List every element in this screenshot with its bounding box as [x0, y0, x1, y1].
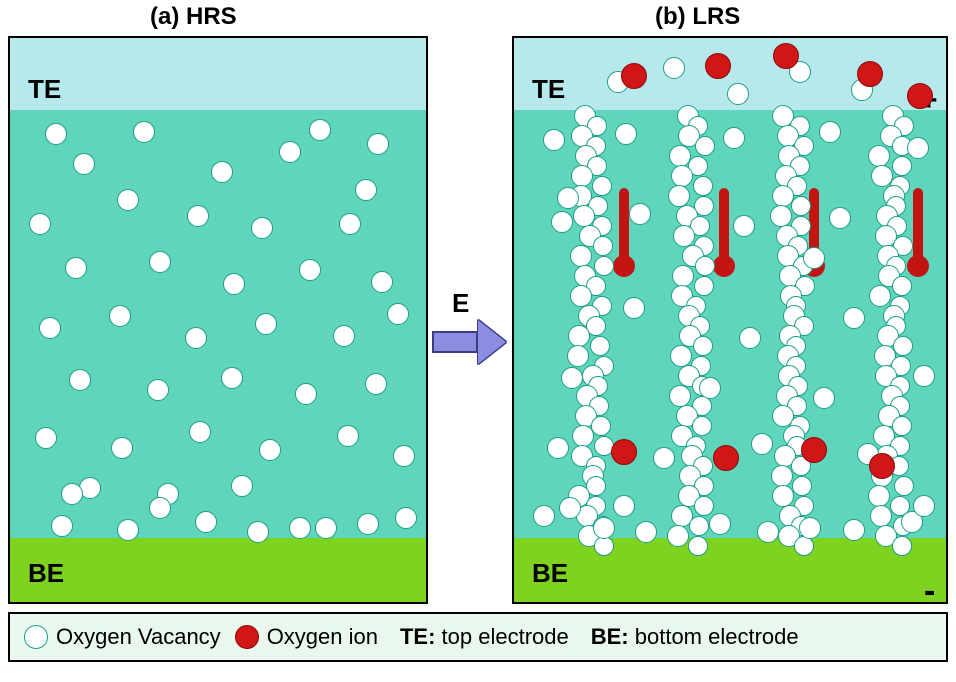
- oxygen-vacancy: [295, 383, 317, 405]
- panel-lrs: TE BE + -: [512, 36, 948, 604]
- oxygen-ion: [611, 439, 637, 465]
- oxygen-vacancy: [387, 303, 409, 325]
- legend-item: BE: bottom electrode: [583, 624, 799, 650]
- oxygen-ion: [621, 63, 647, 89]
- oxygen-vacancy: [315, 517, 337, 539]
- oxygen-vacancy: [333, 325, 355, 347]
- oxygen-vacancy: [149, 251, 171, 273]
- title-hrs: (a) HRS: [150, 3, 237, 31]
- legend-marker: [235, 625, 259, 649]
- oxygen-vacancy: [251, 217, 273, 239]
- oxygen-vacancy: [39, 317, 61, 339]
- oxygen-vacancy: [35, 427, 57, 449]
- arrow-head: [478, 320, 506, 364]
- oxygen-vacancy: [309, 119, 331, 141]
- oxygen-ion: [705, 53, 731, 79]
- oxygen-vacancy: [371, 271, 393, 293]
- oxygen-ion: [907, 83, 933, 109]
- diagram-root: (a) HRS (b) LRS TE BE E TE BE + - Oxygen…: [0, 0, 956, 682]
- oxygen-ion: [857, 61, 883, 87]
- oxygen-vacancy: [195, 511, 217, 533]
- legend-marker: [24, 625, 48, 649]
- oxygen-vacancy: [185, 327, 207, 349]
- oxygen-vacancy: [133, 121, 155, 143]
- oxygen-vacancy: [61, 483, 83, 505]
- oxygen-vacancy: [69, 369, 91, 391]
- oxygen-vacancy: [231, 475, 253, 497]
- oxygen-vacancy: [65, 257, 87, 279]
- oxygen-vacancy: [147, 379, 169, 401]
- ions-b: [514, 38, 946, 602]
- oxygen-vacancy: [189, 421, 211, 443]
- legend-text: TE: top electrode: [400, 624, 569, 650]
- oxygen-vacancy: [111, 437, 133, 459]
- oxygen-vacancy: [211, 161, 233, 183]
- field-arrow: [432, 320, 506, 364]
- oxygen-vacancy: [221, 367, 243, 389]
- oxygen-vacancy: [73, 153, 95, 175]
- oxygen-vacancy: [247, 521, 269, 543]
- title-lrs: (b) LRS: [655, 3, 740, 31]
- oxygen-ion: [869, 453, 895, 479]
- oxygen-vacancy: [355, 179, 377, 201]
- oxygen-vacancy: [337, 425, 359, 447]
- arrow-shaft: [432, 331, 478, 353]
- oxygen-vacancy: [395, 507, 417, 529]
- oxygen-vacancy: [357, 513, 379, 535]
- oxygen-vacancy: [187, 205, 209, 227]
- oxygen-vacancy: [259, 439, 281, 461]
- oxygen-ion: [773, 43, 799, 69]
- legend-text: Oxygen Vacancy: [56, 624, 221, 650]
- legend-item: Oxygen Vacancy: [24, 624, 221, 650]
- oxygen-vacancy: [51, 515, 73, 537]
- oxygen-vacancy: [109, 305, 131, 327]
- panel-hrs: TE BE: [8, 36, 428, 604]
- legend-item: TE: top electrode: [392, 624, 569, 650]
- oxygen-ion: [713, 445, 739, 471]
- oxygen-vacancy: [29, 213, 51, 235]
- oxygen-vacancy: [367, 133, 389, 155]
- e-label: E: [452, 288, 469, 319]
- oxygen-vacancy: [365, 373, 387, 395]
- oxygen-ion: [801, 437, 827, 463]
- oxygen-vacancy: [299, 259, 321, 281]
- oxygen-vacancy: [117, 189, 139, 211]
- oxygen-vacancy: [289, 517, 311, 539]
- oxygen-vacancy: [339, 213, 361, 235]
- oxygen-vacancy: [279, 141, 301, 163]
- oxygen-vacancy: [149, 497, 171, 519]
- legend-text: BE: bottom electrode: [591, 624, 799, 650]
- oxygen-vacancy: [45, 123, 67, 145]
- oxygen-vacancy: [255, 313, 277, 335]
- oxygen-vacancy: [117, 519, 139, 541]
- oxygen-vacancy: [223, 273, 245, 295]
- legend: Oxygen Vacancy Oxygen ion TE: top electrod…: [8, 612, 948, 662]
- legend-text: Oxygen ion: [267, 624, 378, 650]
- oxygen-vacancy: [393, 445, 415, 467]
- legend-item: Oxygen ion: [235, 624, 378, 650]
- vacancies-a: [10, 38, 426, 602]
